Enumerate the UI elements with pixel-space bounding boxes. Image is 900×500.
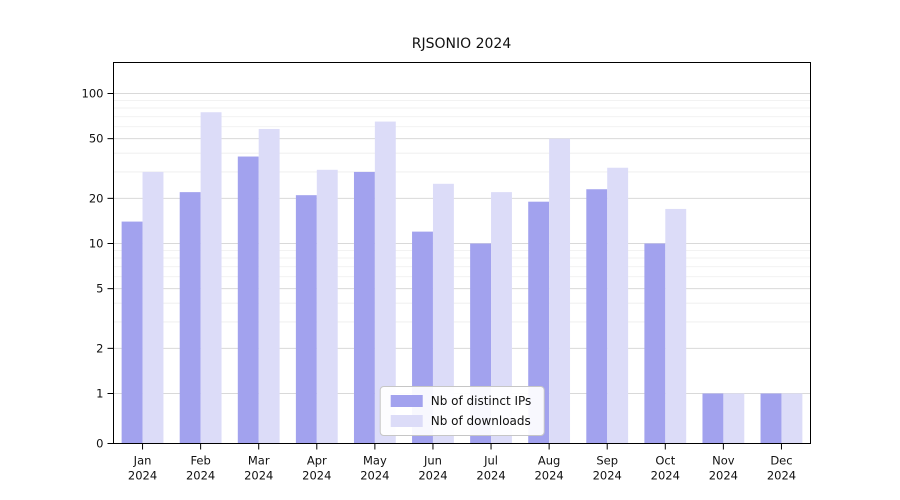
bar-downloads-apr [316,169,338,444]
bar-downloads-feb [200,112,222,444]
bar-downloads-sep [607,167,629,444]
x-tick-label: Dec 2024 [767,454,796,483]
x-tick-label: Mar 2024 [244,454,273,483]
bar-distinct-ips-nov [702,393,724,444]
bar-downloads-nov [723,393,745,444]
y-tick-label: 5 [96,282,103,296]
legend-item-downloads: Nb of downloads [390,414,532,428]
bar-downloads-aug [549,138,571,444]
bar-downloads-jan [142,171,164,444]
y-tick-label: 0 [96,437,103,451]
bar-downloads-dec [781,393,803,444]
bar-distinct-ips-mar [237,156,259,444]
x-tick-label: Jan 2024 [128,454,157,483]
y-tick-label: 50 [89,132,104,146]
y-tick-label: 1 [96,387,103,401]
bar-distinct-ips-aug [528,201,550,444]
x-tick-label: Apr 2024 [302,454,331,483]
x-tick-label: Jul 2024 [476,454,505,483]
x-tick-label: Feb 2024 [186,454,215,483]
x-tick-label: Aug 2024 [534,454,563,483]
x-tick-label: Nov 2024 [709,454,738,483]
legend-label-downloads: Nb of downloads [430,414,531,428]
y-tick-label: 20 [89,191,104,205]
y-tick-label: 10 [89,237,104,251]
bar-distinct-ips-feb [179,192,201,444]
legend-swatch-distinct-ips [390,395,423,407]
bar-distinct-ips-dec [760,393,782,444]
bar-distinct-ips-may [353,171,375,444]
legend: Nb of distinct IPs Nb of downloads [379,386,545,436]
x-tick-label: May 2024 [360,454,389,483]
bar-distinct-ips-oct [644,243,666,444]
bar-downloads-jun [432,183,454,444]
legend-swatch-downloads [390,415,423,427]
chart-title: RJSONIO 2024 [411,36,512,52]
bar-distinct-ips-jan [121,221,143,444]
bar-downloads-may [374,121,396,444]
bar-downloads-mar [258,128,280,444]
bar-distinct-ips-sep [586,189,608,444]
x-tick-label: Sep 2024 [593,454,622,483]
plot-border [113,62,811,444]
x-tick-label: Oct 2024 [651,454,680,483]
bar-downloads-oct [665,208,687,444]
y-tick-label: 2 [96,341,103,355]
x-tick-label: Jun 2024 [418,454,447,483]
bar-downloads-jul [491,192,512,444]
legend-label-distinct-ips: Nb of distinct IPs [430,394,532,408]
y-tick-label: 100 [82,87,104,101]
bar-distinct-ips-apr [295,195,317,444]
legend-item-distinct-ips: Nb of distinct IPs [390,394,532,408]
